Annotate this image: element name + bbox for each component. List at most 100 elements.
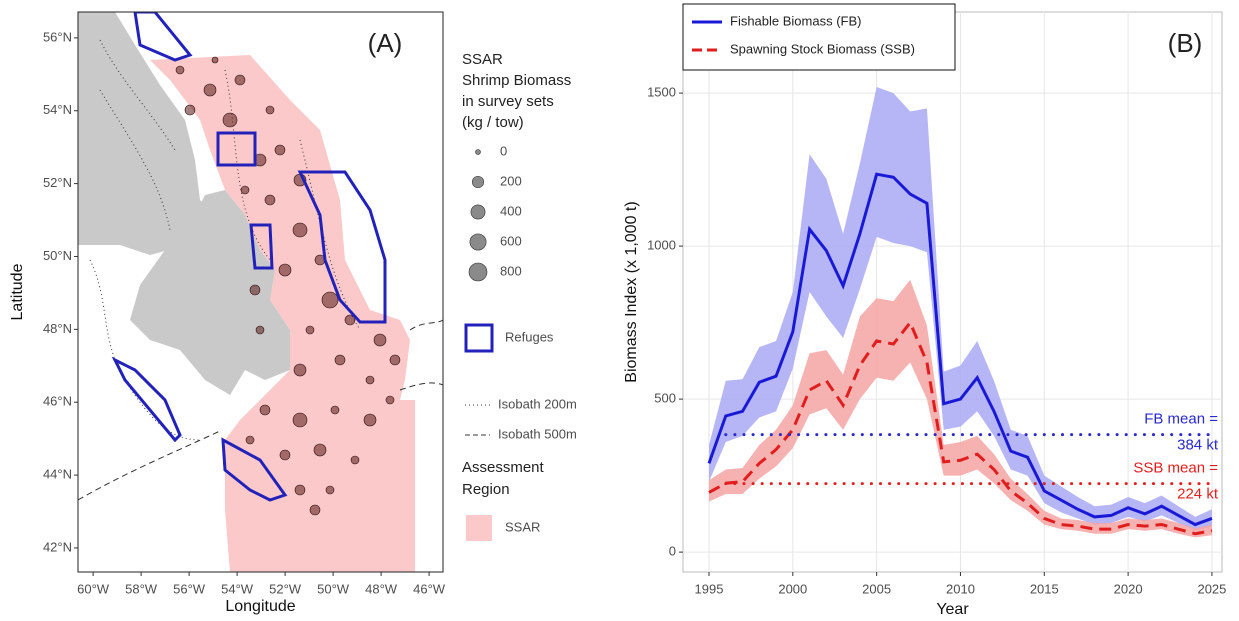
survey-point xyxy=(313,443,327,457)
survey-point xyxy=(293,363,307,377)
survey-point xyxy=(344,314,356,326)
survey-point xyxy=(265,105,275,115)
y-tick-label: 42°N xyxy=(43,539,72,554)
y-tick-label: 1000 xyxy=(647,238,676,253)
x-axis-title: Longitude xyxy=(225,598,295,615)
confidence-band xyxy=(708,279,1212,538)
survey-point xyxy=(278,263,292,277)
survey-point xyxy=(325,485,335,495)
legend-title: (kg / tow) xyxy=(462,114,524,131)
survey-point xyxy=(305,325,315,335)
y-tick-label: 44°N xyxy=(43,467,72,482)
survey-point xyxy=(222,112,238,128)
y-tick-label: 46°N xyxy=(43,394,72,409)
legend-size xyxy=(471,175,485,189)
mean-label: 224 kt xyxy=(1177,486,1219,503)
survey-point xyxy=(259,404,271,416)
legend-region-title: Assessment xyxy=(462,459,545,476)
survey-point xyxy=(389,354,401,366)
y-tick-label: 0 xyxy=(669,544,676,559)
legend-refuge: Refuges xyxy=(505,329,554,344)
x-tick-label: 2025 xyxy=(1197,581,1226,596)
land xyxy=(78,12,215,255)
legend-size xyxy=(468,262,488,282)
x-tick-label: 60°W xyxy=(77,581,110,596)
x-tick-label: 58°W xyxy=(125,581,158,596)
survey-point xyxy=(363,413,377,427)
refuge xyxy=(216,131,257,167)
mean-label: FB mean = xyxy=(1144,411,1218,428)
survey-point xyxy=(309,504,321,516)
legend-refuge-key xyxy=(464,323,494,353)
legend-size xyxy=(470,204,486,220)
x-tick-label: 2005 xyxy=(862,581,891,596)
legend-label: Spawning Stock Biomass (SSB) xyxy=(730,41,915,56)
map-layers xyxy=(78,12,443,572)
series-line xyxy=(707,172,1213,527)
survey-sets xyxy=(175,56,401,516)
refuge xyxy=(297,170,387,324)
survey-point xyxy=(334,354,346,366)
x-tick-label: 1995 xyxy=(695,581,724,596)
series-line xyxy=(708,319,1213,536)
refuge xyxy=(249,223,274,270)
panel-label: (B) xyxy=(1168,28,1203,58)
x-tick-label: 46°W xyxy=(413,581,446,596)
legend-size-label: 0 xyxy=(500,143,507,158)
legend-label: Fishable Biomass (FB) xyxy=(730,13,861,28)
map-border xyxy=(77,11,444,573)
panel-label: (A) xyxy=(368,28,403,58)
y-tick-label: 54°N xyxy=(43,102,72,117)
survey-point xyxy=(245,435,255,445)
y-tick-label: 48°N xyxy=(43,321,72,336)
survey-point xyxy=(373,333,387,347)
x-tick-label: 2010 xyxy=(946,581,975,596)
survey-point xyxy=(274,144,286,156)
x-tick-label: 52°W xyxy=(269,581,302,596)
survey-point xyxy=(234,74,246,86)
survey-point xyxy=(365,375,375,385)
legend-isobath: Isobath 200m xyxy=(498,396,577,411)
mean-label: SSB mean = xyxy=(1133,460,1218,477)
legend-size-label: 400 xyxy=(500,203,522,218)
survey-point xyxy=(279,449,291,461)
survey-point xyxy=(203,83,217,97)
refuge xyxy=(133,12,193,62)
legend-box xyxy=(682,3,956,71)
survey-point xyxy=(249,284,261,296)
survey-point xyxy=(385,395,395,405)
mean-label: 384 kt xyxy=(1177,437,1219,454)
survey-point xyxy=(350,455,360,465)
x-axis-title: Year xyxy=(936,601,969,618)
x-tick-label: 2000 xyxy=(778,581,807,596)
assessment-region xyxy=(150,55,415,572)
y-tick-label: 56°N xyxy=(43,29,72,44)
survey-point xyxy=(321,291,339,309)
survey-point xyxy=(294,484,306,496)
legend-region-key xyxy=(466,515,492,541)
survey-point xyxy=(292,412,308,428)
survey-point xyxy=(255,325,265,335)
x-tick-label: 56°W xyxy=(173,581,206,596)
y-tick-label: 50°N xyxy=(43,248,72,263)
x-tick-label: 2020 xyxy=(1114,581,1143,596)
land xyxy=(130,190,290,395)
refuge xyxy=(111,356,182,443)
survey-point xyxy=(330,405,340,415)
isobath-500 xyxy=(78,319,443,501)
legend-title: Shrimp Biomass xyxy=(462,72,571,89)
refuge xyxy=(221,437,288,502)
plot-background xyxy=(682,11,1223,573)
y-tick-label: 1500 xyxy=(647,85,676,100)
x-tick-label: 48°W xyxy=(365,581,398,596)
y-tick-label: 500 xyxy=(654,391,676,406)
legend-isobath: Isobath 500m xyxy=(498,426,577,441)
y-axis-title: Latitude xyxy=(9,263,26,320)
survey-point xyxy=(264,194,276,206)
legend-region-title: Region xyxy=(462,481,510,498)
legend-region: SSAR xyxy=(505,519,540,534)
legend-size xyxy=(475,149,481,155)
legend-size-label: 600 xyxy=(500,233,522,248)
legend-size xyxy=(469,233,487,251)
